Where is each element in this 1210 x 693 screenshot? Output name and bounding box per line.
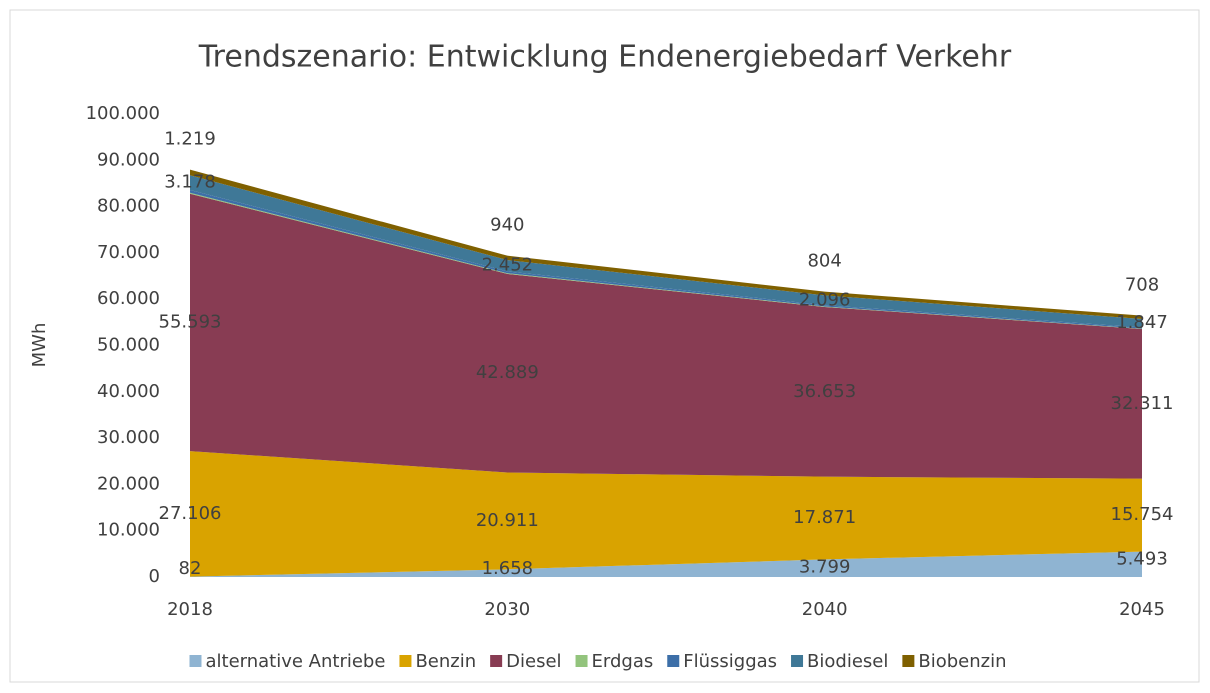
legend-swatch (575, 655, 588, 667)
y-tick-label: 100.000 (86, 103, 160, 124)
legend-swatch (667, 655, 680, 667)
data-label: 708 (1125, 275, 1159, 296)
x-tick-label: 2045 (1119, 599, 1165, 620)
data-label: 5.493 (1116, 549, 1168, 570)
data-label: 32.311 (1111, 393, 1174, 414)
y-tick-label: 30.000 (97, 427, 160, 448)
data-label: 27.106 (159, 503, 222, 524)
y-axis-label: MWh (29, 323, 50, 368)
legend-label: Flüssiggas (683, 651, 777, 672)
y-tick-label: 90.000 (97, 149, 160, 170)
chart-title: Trendszenario: Entwicklung Endenergiebed… (198, 40, 1012, 75)
data-label: 2.096 (799, 289, 851, 310)
data-label: 940 (490, 215, 524, 236)
data-label: 804 (807, 251, 841, 272)
x-tick-label: 2040 (802, 599, 848, 620)
area (190, 451, 1142, 577)
data-label: 20.911 (476, 510, 539, 531)
data-label: 15.754 (1111, 504, 1174, 525)
data-label: 82 (179, 558, 202, 579)
data-label: 3.799 (799, 556, 851, 577)
data-label: 1.847 (1116, 312, 1168, 333)
legend-swatch (399, 655, 412, 667)
legend-swatch (189, 655, 202, 667)
data-label: 2.452 (482, 255, 534, 276)
legend-swatch (490, 655, 503, 667)
y-tick-label: 20.000 (97, 473, 160, 494)
y-tick-label: 60.000 (97, 288, 160, 309)
y-tick-label: 70.000 (97, 242, 160, 263)
legend-label: Erdgas (592, 651, 654, 672)
data-label: 1.219 (164, 129, 216, 150)
data-label: 17.871 (793, 507, 856, 528)
legend-label: Biobenzin (918, 651, 1006, 672)
data-label: 55.593 (159, 311, 222, 332)
legend-swatch (791, 655, 804, 667)
area (190, 193, 1142, 479)
area (190, 551, 1142, 577)
data-label: 3.178 (164, 172, 216, 193)
y-tick-label: 40.000 (97, 381, 160, 402)
legend-swatch (902, 655, 915, 667)
y-tick-label: 50.000 (97, 335, 160, 356)
area (190, 175, 1142, 328)
y-tick-label: 80.000 (97, 196, 160, 217)
data-label: 42.889 (476, 362, 539, 383)
legend-label: alternative Antriebe (205, 651, 385, 672)
y-tick-label: 10.000 (97, 520, 160, 541)
x-tick-label: 2030 (484, 599, 530, 620)
legend-label: Diesel (506, 651, 561, 672)
data-label: 1.658 (482, 558, 534, 579)
data-label: 36.653 (793, 381, 856, 402)
legend-label: Biodiesel (807, 651, 888, 672)
x-tick-label: 2018 (167, 599, 213, 620)
y-tick-label: 0 (149, 566, 160, 587)
legend-label: Benzin (415, 651, 476, 672)
